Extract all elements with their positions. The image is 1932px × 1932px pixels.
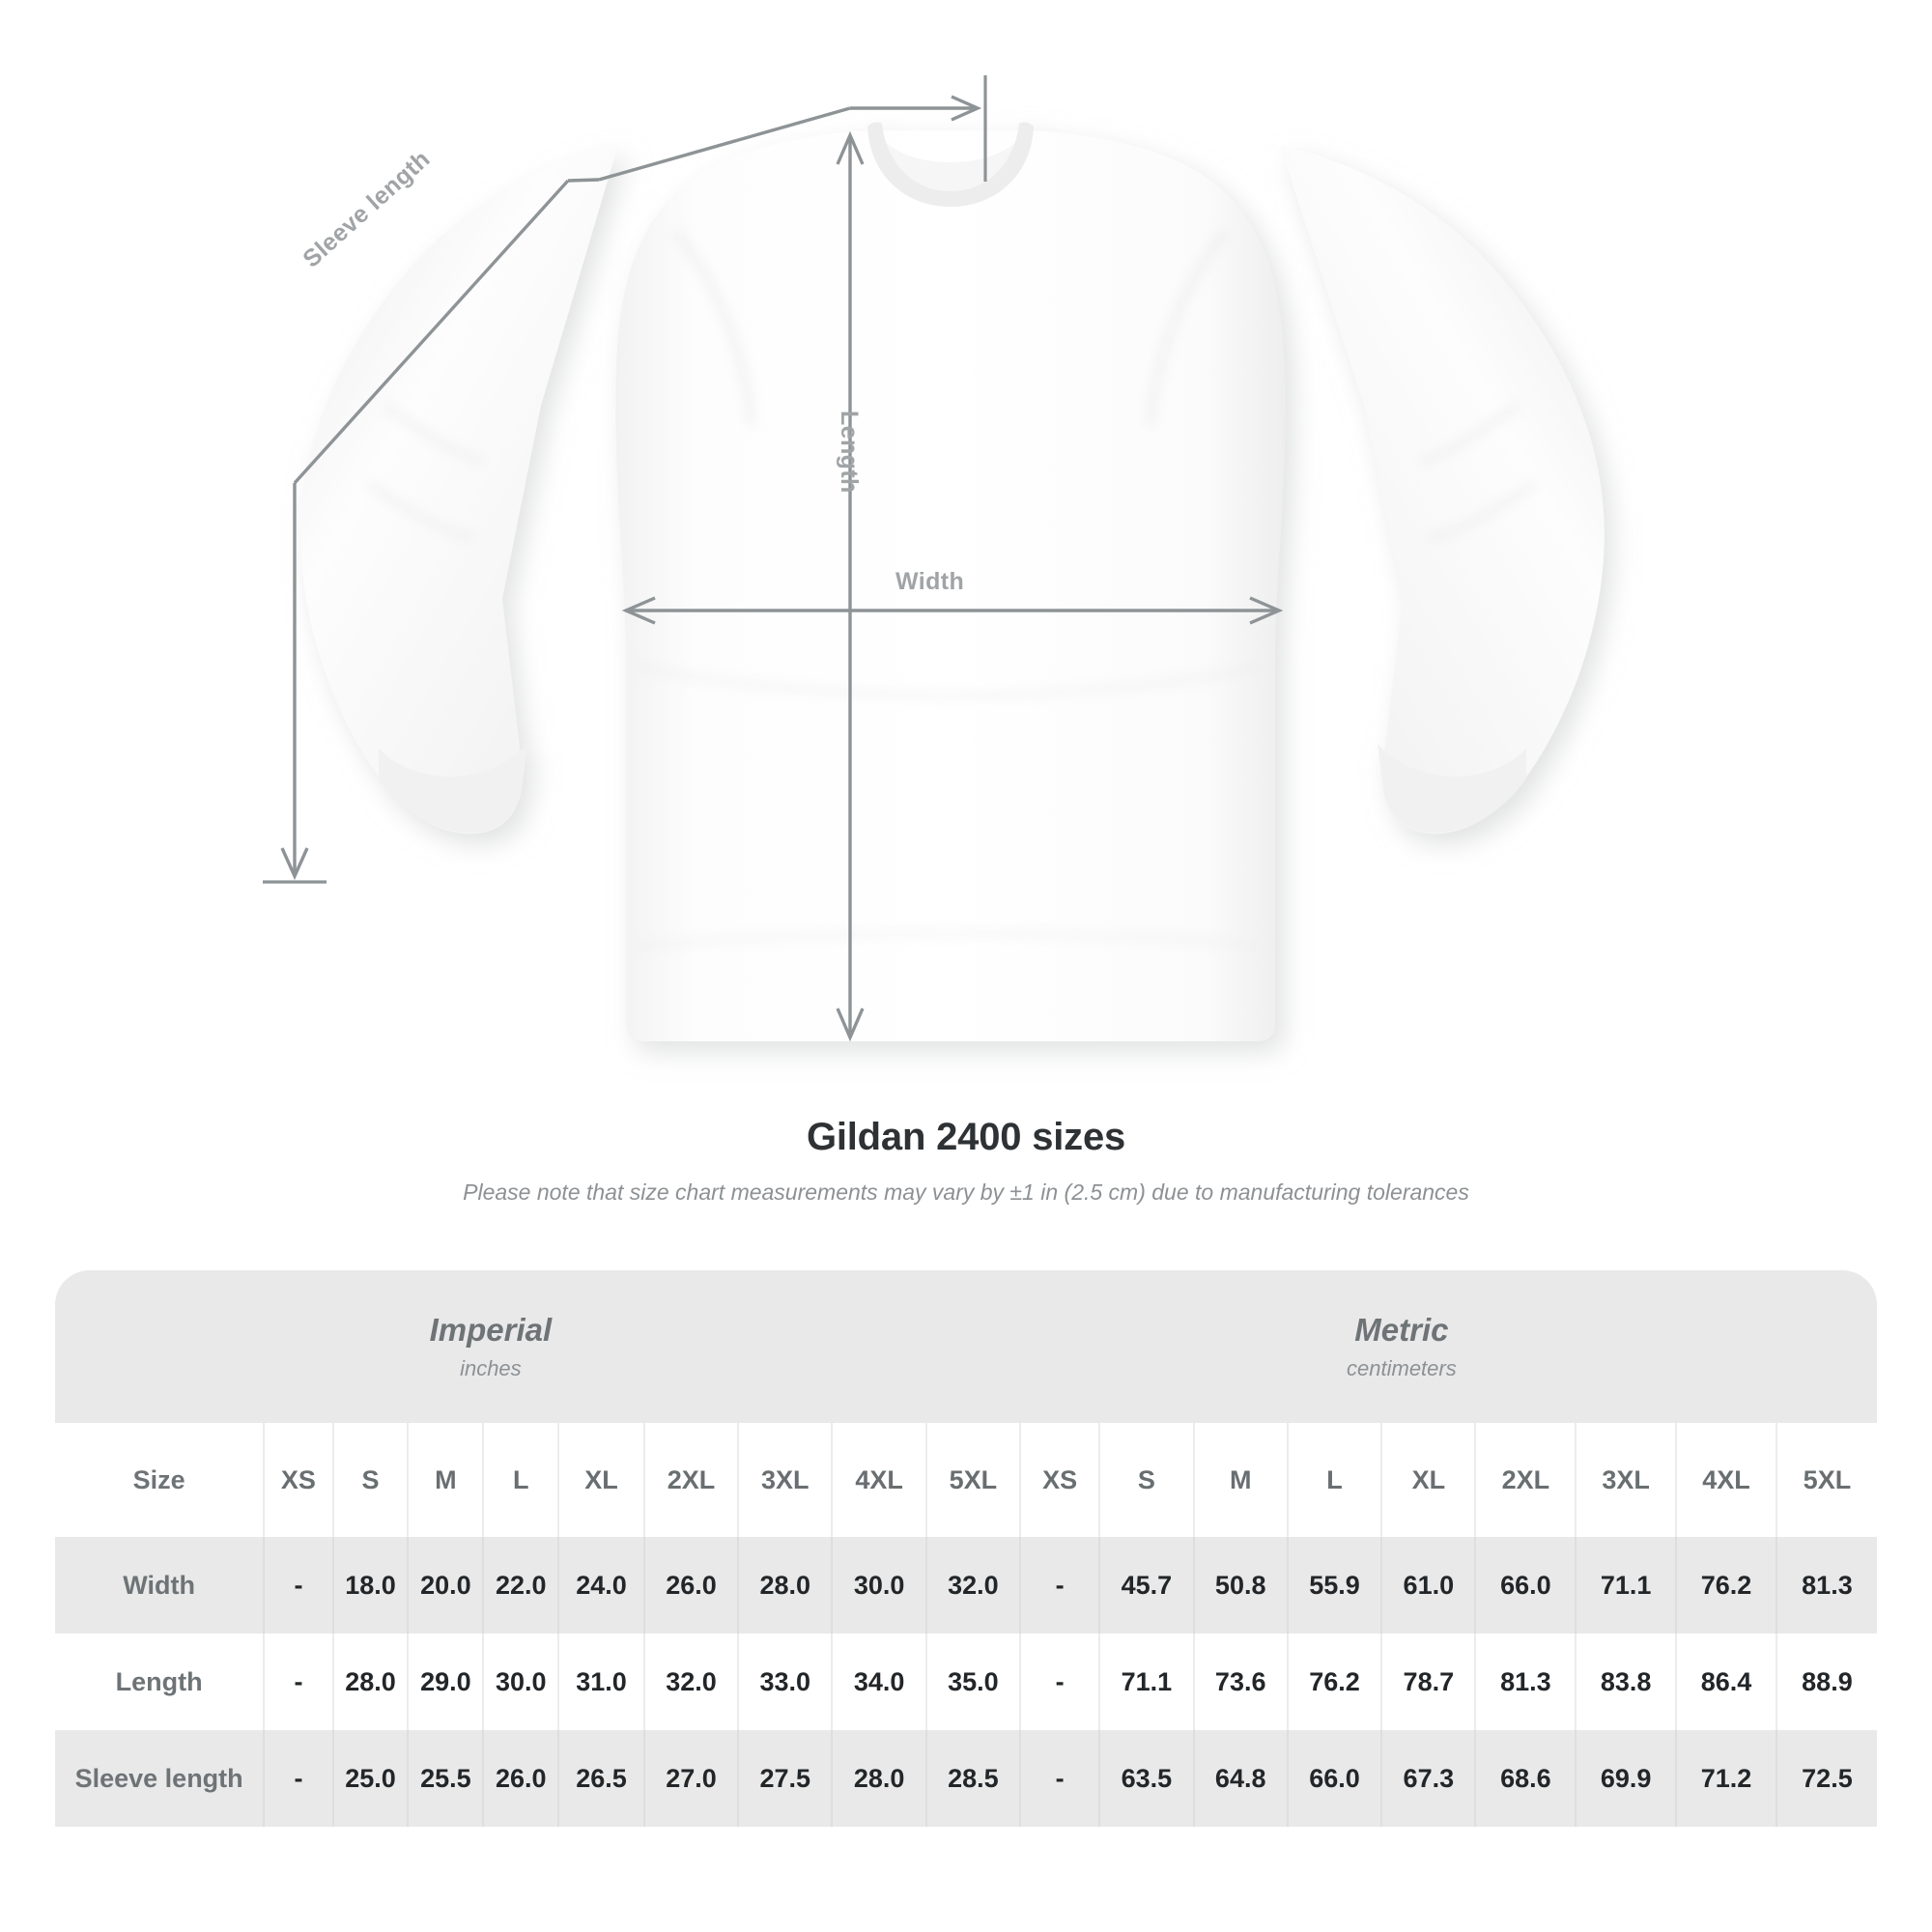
dimension-lines [263,75,1284,1042]
cell-sleeve-imperial-5xl: 28.5 [924,1730,1021,1827]
cell-sleeve-metric-l: 66.0 [1286,1730,1382,1827]
column-header-imperial-s: S [331,1423,409,1537]
row-header-length: Length [55,1634,265,1730]
imperial-sublabel: inches [460,1355,522,1380]
shirt-body-group [300,122,1605,1041]
cell-width-metric-l: 55.9 [1286,1537,1382,1634]
cell-sleeve-imperial-m: 25.5 [407,1730,484,1827]
cell-sleeve-imperial-2xl: 27.0 [642,1730,739,1827]
cell-width-metric-s: 45.7 [1098,1537,1194,1634]
column-header-size: Size [55,1423,265,1537]
cell-length-metric-4xl: 86.4 [1675,1634,1776,1730]
column-header-imperial-l: L [482,1423,559,1537]
fabric-folds [364,229,1539,951]
column-header-metric-l: L [1286,1423,1382,1537]
cell-length-imperial-xl: 31.0 [557,1634,644,1730]
garment-diagram: Sleeve length Length Width [263,75,1605,1042]
cell-length-metric-2xl: 81.3 [1474,1634,1577,1730]
cell-width-imperial-s: 18.0 [331,1537,409,1634]
cell-length-metric-s: 71.1 [1098,1634,1194,1730]
column-header-imperial-xs: XS [263,1423,333,1537]
metric-label: Metric [1354,1312,1449,1349]
cell-width-metric-xs: - [1019,1537,1100,1634]
length-dimension-label: Length [836,411,863,494]
shirt-illustration [263,75,1605,1042]
cell-sleeve-imperial-3xl: 27.5 [737,1730,833,1827]
cell-sleeve-metric-2xl: 68.6 [1474,1730,1577,1827]
column-header-metric-s: S [1098,1423,1194,1537]
column-header-metric-4xl: 4XL [1675,1423,1776,1537]
cell-length-metric-m: 73.6 [1192,1634,1288,1730]
cell-length-imperial-s: 28.0 [331,1634,409,1730]
cell-width-metric-m: 50.8 [1192,1537,1288,1634]
cell-sleeve-metric-5xl: 72.5 [1775,1730,1877,1827]
metric-sublabel: centimeters [1347,1355,1457,1380]
metric-unit-header: Metric centimeters [925,1270,1877,1423]
cell-sleeve-imperial-l: 26.0 [482,1730,559,1827]
cell-length-metric-5xl: 88.9 [1775,1634,1877,1730]
cell-sleeve-metric-s: 63.5 [1098,1730,1194,1827]
cell-length-imperial-5xl: 35.0 [924,1634,1021,1730]
cell-width-metric-4xl: 76.2 [1675,1537,1776,1634]
cell-width-imperial-3xl: 28.0 [737,1537,833,1634]
cell-width-metric-5xl: 81.3 [1775,1537,1877,1634]
cell-length-metric-xl: 78.7 [1380,1634,1476,1730]
column-header-metric-xs: XS [1019,1423,1100,1537]
size-header-row: Size XS S M L XL 2XL 3XL 4XL 5XL XS S M … [55,1423,1877,1537]
cell-sleeve-metric-3xl: 69.9 [1575,1730,1677,1827]
cell-sleeve-metric-4xl: 71.2 [1675,1730,1776,1827]
page-title: Gildan 2400 sizes [806,1116,1126,1158]
column-header-metric-2xl: 2XL [1474,1423,1577,1537]
table-row: Length - 28.0 29.0 30.0 31.0 32.0 33.0 3… [55,1634,1877,1730]
cell-length-imperial-m: 29.0 [407,1634,484,1730]
cell-sleeve-imperial-xs: - [263,1730,333,1827]
size-chart-table-container: Imperial inches Metric centimeters Size … [55,1270,1877,1827]
row-header-sleeve-length: Sleeve length [55,1730,265,1827]
cell-length-imperial-xs: - [263,1634,333,1730]
cell-length-metric-xs: - [1019,1634,1100,1730]
unit-header-row: Imperial inches Metric centimeters [55,1270,1877,1423]
cell-width-metric-xl: 61.0 [1380,1537,1476,1634]
cell-length-imperial-3xl: 33.0 [737,1634,833,1730]
imperial-unit-header: Imperial inches [55,1270,926,1423]
table-row: Sleeve length - 25.0 25.5 26.0 26.5 27.0… [55,1730,1877,1827]
cell-width-imperial-2xl: 26.0 [642,1537,739,1634]
cell-sleeve-metric-xs: - [1019,1730,1100,1827]
column-header-imperial-5xl: 5XL [924,1423,1021,1537]
cell-width-metric-3xl: 71.1 [1575,1537,1677,1634]
cell-sleeve-metric-m: 64.8 [1192,1730,1288,1827]
cell-sleeve-metric-xl: 67.3 [1380,1730,1476,1827]
column-header-imperial-4xl: 4XL [831,1423,926,1537]
column-header-imperial-m: M [407,1423,484,1537]
cell-width-metric-2xl: 66.0 [1474,1537,1577,1634]
size-chart-table: Imperial inches Metric centimeters Size … [55,1270,1877,1827]
cell-width-imperial-5xl: 32.0 [924,1537,1021,1634]
width-dimension-label: Width [895,568,965,595]
imperial-label: Imperial [429,1312,553,1349]
column-header-imperial-3xl: 3XL [737,1423,833,1537]
cell-sleeve-imperial-4xl: 28.0 [831,1730,926,1827]
cell-length-imperial-l: 30.0 [482,1634,559,1730]
tolerance-note: Please note that size chart measurements… [463,1179,1469,1205]
cell-length-imperial-2xl: 32.0 [642,1634,739,1730]
cell-width-imperial-4xl: 30.0 [831,1537,926,1634]
cell-length-metric-l: 76.2 [1286,1634,1382,1730]
cell-length-metric-3xl: 83.8 [1575,1634,1677,1730]
cell-width-imperial-xs: - [263,1537,333,1634]
title-block: Gildan 2400 sizes Please note that size … [0,1116,1932,1207]
column-header-metric-5xl: 5XL [1775,1423,1877,1537]
cell-width-imperial-l: 22.0 [482,1537,559,1634]
table-row: Width - 18.0 20.0 22.0 24.0 26.0 28.0 30… [55,1537,1877,1634]
cell-sleeve-imperial-s: 25.0 [331,1730,409,1827]
column-header-imperial-xl: XL [557,1423,644,1537]
column-header-metric-xl: XL [1380,1423,1476,1537]
cell-width-imperial-xl: 24.0 [557,1537,644,1634]
cell-width-imperial-m: 20.0 [407,1537,484,1634]
column-header-imperial-2xl: 2XL [642,1423,739,1537]
cell-sleeve-imperial-xl: 26.5 [557,1730,644,1827]
column-header-metric-3xl: 3XL [1575,1423,1677,1537]
cell-length-imperial-4xl: 34.0 [831,1634,926,1730]
row-header-width: Width [55,1537,265,1634]
column-header-metric-m: M [1192,1423,1288,1537]
